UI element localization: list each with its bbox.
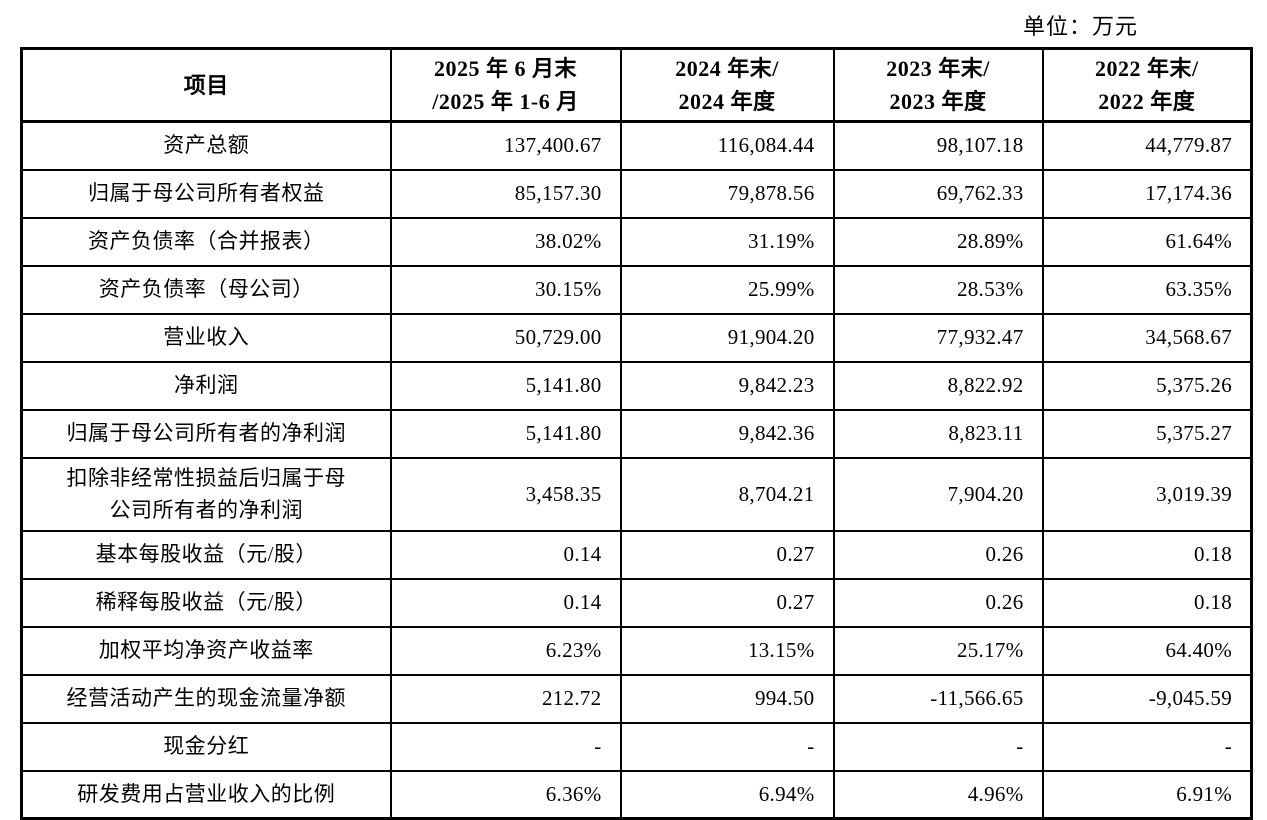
row-label: 加权平均净资产收益率: [20, 625, 392, 676]
table-body: 资产总额 137,400.67 116,084.44 98,107.18 44,…: [20, 120, 1253, 820]
cell-value: 64.40%: [1041, 625, 1253, 676]
cell-value: 6.94%: [619, 769, 835, 820]
cell-value: 31.19%: [619, 216, 835, 267]
table-row: 加权平均净资产收益率 6.23% 13.15% 25.17% 64.40%: [20, 625, 1253, 676]
cell-value: 0.18: [1041, 577, 1253, 628]
cell-value: 9,842.36: [619, 408, 835, 459]
cell-value: 25.99%: [619, 264, 835, 315]
cell-value: 0.26: [832, 529, 1044, 580]
cell-value: 5,375.27: [1041, 408, 1253, 459]
column-header-2024: 2024 年末/ 2024 年度: [619, 47, 835, 123]
cell-value: 25.17%: [832, 625, 1044, 676]
cell-value: 50,729.00: [389, 312, 622, 363]
cell-value: 28.53%: [832, 264, 1044, 315]
cell-value: 0.18: [1041, 529, 1253, 580]
cell-value: 8,704.21: [619, 456, 835, 532]
row-label: 现金分红: [20, 721, 392, 772]
financial-summary-table: 项目 2025 年 6 月末 /2025 年 1-6 月 2024 年末/ 20…: [20, 47, 1253, 820]
cell-value: 0.27: [619, 577, 835, 628]
row-label: 基本每股收益（元/股）: [20, 529, 392, 580]
row-label: 资产负债率（合并报表）: [20, 216, 392, 267]
table-row: 归属于母公司所有者的净利润 5,141.80 9,842.36 8,823.11…: [20, 408, 1253, 459]
cell-value: 212.72: [389, 673, 622, 724]
cell-value: 85,157.30: [389, 168, 622, 219]
cell-value: 0.14: [389, 529, 622, 580]
row-label: 资产负债率（母公司）: [20, 264, 392, 315]
table-row: 归属于母公司所有者权益 85,157.30 79,878.56 69,762.3…: [20, 168, 1253, 219]
cell-value: 6.91%: [1041, 769, 1253, 820]
table-row: 资产负债率（母公司） 30.15% 25.99% 28.53% 63.35%: [20, 264, 1253, 315]
table-row: 资产负债率（合并报表） 38.02% 31.19% 28.89% 61.64%: [20, 216, 1253, 267]
cell-value: 79,878.56: [619, 168, 835, 219]
cell-value: 5,141.80: [389, 408, 622, 459]
cell-value: 9,842.23: [619, 360, 835, 411]
cell-value: 28.89%: [832, 216, 1044, 267]
cell-value: 30.15%: [389, 264, 622, 315]
cell-value: 8,822.92: [832, 360, 1044, 411]
cell-value: 8,823.11: [832, 408, 1044, 459]
row-label: 归属于母公司所有者的净利润: [20, 408, 392, 459]
column-header-item: 项目: [20, 47, 392, 123]
row-label: 营业收入: [20, 312, 392, 363]
cell-value: 137,400.67: [389, 120, 622, 171]
table-row: 营业收入 50,729.00 91,904.20 77,932.47 34,56…: [20, 312, 1253, 363]
row-label: 稀释每股收益（元/股）: [20, 577, 392, 628]
cell-value: 13.15%: [619, 625, 835, 676]
table-row: 资产总额 137,400.67 116,084.44 98,107.18 44,…: [20, 120, 1253, 171]
unit-label: 单位：万元: [1022, 14, 1138, 39]
column-header-2022: 2022 年末/ 2022 年度: [1041, 47, 1253, 123]
cell-value: 3,019.39: [1041, 456, 1253, 532]
cell-value: -11,566.65: [832, 673, 1044, 724]
table-row: 研发费用占营业收入的比例 6.36% 6.94% 4.96% 6.91%: [20, 769, 1253, 820]
cell-value: 5,375.26: [1041, 360, 1253, 411]
cell-value: 44,779.87: [1041, 120, 1253, 171]
cell-value: 61.64%: [1041, 216, 1253, 267]
column-header-2023: 2023 年末/ 2023 年度: [832, 47, 1044, 123]
row-label: 资产总额: [20, 120, 392, 171]
cell-value: 91,904.20: [619, 312, 835, 363]
cell-value: 6.36%: [389, 769, 622, 820]
row-label: 扣除非经常性损益后归属于母 公司所有者的净利润: [20, 456, 392, 532]
row-label: 经营活动产生的现金流量净额: [20, 673, 392, 724]
cell-value: -: [1041, 721, 1253, 772]
cell-value: 3,458.35: [389, 456, 622, 532]
cell-value: 116,084.44: [619, 120, 835, 171]
cell-value: 0.27: [619, 529, 835, 580]
row-label: 净利润: [20, 360, 392, 411]
cell-value: 63.35%: [1041, 264, 1253, 315]
cell-value: -: [389, 721, 622, 772]
cell-value: -9,045.59: [1041, 673, 1253, 724]
cell-value: 0.26: [832, 577, 1044, 628]
cell-value: 77,932.47: [832, 312, 1044, 363]
cell-value: 0.14: [389, 577, 622, 628]
cell-value: 5,141.80: [389, 360, 622, 411]
cell-value: 17,174.36: [1041, 168, 1253, 219]
cell-value: 98,107.18: [832, 120, 1044, 171]
table-header: 项目 2025 年 6 月末 /2025 年 1-6 月 2024 年末/ 20…: [20, 47, 1253, 123]
column-header-2025: 2025 年 6 月末 /2025 年 1-6 月: [389, 47, 622, 123]
table-row: 基本每股收益（元/股） 0.14 0.27 0.26 0.18: [20, 529, 1253, 580]
cell-value: 34,568.67: [1041, 312, 1253, 363]
row-label: 归属于母公司所有者权益: [20, 168, 392, 219]
cell-value: 4.96%: [832, 769, 1044, 820]
cell-value: 7,904.20: [832, 456, 1044, 532]
table-row: 净利润 5,141.80 9,842.23 8,822.92 5,375.26: [20, 360, 1253, 411]
row-label: 研发费用占营业收入的比例: [20, 769, 392, 820]
table-row: 经营活动产生的现金流量净额 212.72 994.50 -11,566.65 -…: [20, 673, 1253, 724]
cell-value: 6.23%: [389, 625, 622, 676]
cell-value: -: [619, 721, 835, 772]
table-row: 扣除非经常性损益后归属于母 公司所有者的净利润 3,458.35 8,704.2…: [20, 456, 1253, 532]
cell-value: 994.50: [619, 673, 835, 724]
cell-value: 69,762.33: [832, 168, 1044, 219]
header-row: 项目 2025 年 6 月末 /2025 年 1-6 月 2024 年末/ 20…: [20, 47, 1253, 123]
table-row: 稀释每股收益（元/股） 0.14 0.27 0.26 0.18: [20, 577, 1253, 628]
table-row: 现金分红 - - - -: [20, 721, 1253, 772]
cell-value: 38.02%: [389, 216, 622, 267]
cell-value: -: [832, 721, 1044, 772]
